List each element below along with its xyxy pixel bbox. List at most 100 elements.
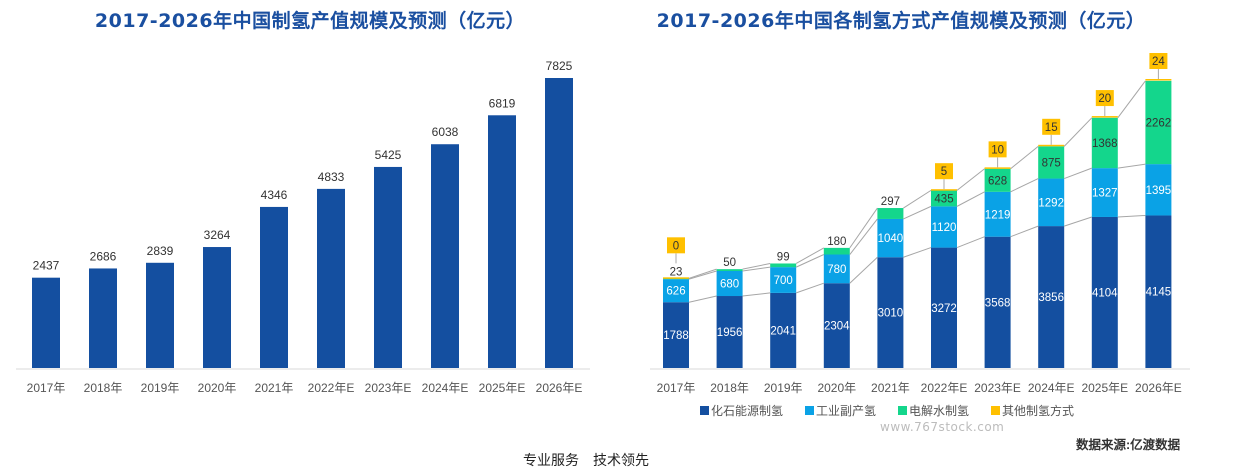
series-line-0-5 [956,236,985,249]
stack-2-bar-1 [716,269,743,271]
x-tick-left-2: 2019年 [141,381,180,395]
stack-2-label-7: 875 [1042,157,1061,169]
series-line-0-0 [688,295,717,303]
x-tick-left-5: 2022年E [308,381,355,395]
stack-2-bar-7 [1038,146,1065,179]
legend-item-electrolysis: 电解水制氢 [898,402,969,419]
stack-0-label-7: 3856 [1038,292,1064,304]
stack-2-label-4: 297 [881,196,900,208]
x-tick-right-7: 2024年E [1028,381,1075,395]
data-label-left-9: 7825 [546,59,573,73]
stack-2-label-3: 180 [827,236,846,248]
stack-1-label-4: 1040 [878,233,904,245]
bar-left-1 [89,268,117,368]
stack-2-label-1: 50 [723,257,736,269]
stack-1-bar-9 [1145,164,1172,216]
stack-3-bar-7 [1038,144,1065,147]
stack-2-label-2: 99 [777,251,790,263]
stack-1-bar-4 [877,218,904,258]
footer-slogan: 专业服务 技术领先 [523,452,649,468]
stack-3-label-box-0 [667,237,685,254]
series-line-0-7 [1064,216,1092,227]
stack-0-label-9: 4145 [1146,287,1172,299]
stack-1-bar-7 [1038,178,1065,227]
chart-title-left: 2017-2026年中国制氢产值规模及预测（亿元） [94,10,526,32]
stack-0-label-4: 3010 [878,308,904,320]
series-line-1-6 [1010,178,1039,193]
stack-3-label-8: 20 [1098,93,1111,105]
bar-left-2 [146,262,174,368]
series-line-2-1 [742,262,771,270]
bar-left-6 [374,166,402,368]
data-label-left-2: 2839 [147,244,174,258]
data-label-left-3: 3264 [204,228,231,242]
series-line-2-4 [903,189,932,209]
stack-2-label-0: 23 [670,266,683,278]
x-tick-right-4: 2021年 [871,381,910,395]
x-tick-left-0: 2017年 [27,381,66,395]
stack-1-bar-1 [716,270,743,297]
x-tick-right-0: 2017年 [657,381,696,395]
data-label-left-0: 2437 [33,259,60,273]
legend-item-other: 其他制氢方式 [991,402,1074,419]
stack-3-label-9: 24 [1152,56,1165,68]
stack-0-label-2: 2041 [770,325,796,337]
series-line-1-4 [903,205,932,220]
stack-3-bar-6 [984,167,1011,169]
x-tick-left-8: 2025年E [479,381,526,395]
x-tick-right-6: 2023年E [974,381,1021,395]
stack-0-bar-4 [877,257,904,368]
legend-swatch-electrolysis [898,406,908,415]
series-line-2-2 [795,247,825,264]
watermark: www.767stock.com [880,420,1005,434]
series-line-1-8 [1117,163,1146,169]
stack-3-bar-5 [931,189,957,191]
stack-0-label-1: 1956 [717,327,743,339]
legend-item-fossil: 化石能源制氢 [700,402,783,419]
x-tick-right-1: 2018年 [710,381,749,395]
series-line-2-0 [688,268,717,279]
stack-0-bar-0 [663,302,689,368]
series-line-2-6 [1010,145,1039,170]
series-line-1-0 [688,270,717,280]
legend-label-electrolysis: 电解水制氢 [909,404,970,418]
legend-label-fossil: 化石能源制氢 [711,404,784,418]
data-label-left-7: 6038 [432,125,459,139]
stack-1-bar-3 [823,254,850,284]
stack-1-label-7: 1292 [1038,197,1064,209]
stack-1-bar-0 [663,279,689,303]
stack-0-bar-1 [716,296,743,368]
stack-2-bar-5 [931,190,957,207]
stack-0-label-8: 4104 [1092,287,1118,299]
stack-0-label-3: 2304 [824,321,850,333]
series-line-0-2 [796,282,824,294]
x-tick-right-8: 2025年E [1081,381,1128,395]
series-line-1-5 [956,191,985,207]
stack-3-label-6: 10 [991,144,1004,156]
stack-0-bar-7 [1038,226,1065,368]
stack-3-label-box-7 [1042,118,1061,135]
legend-item-industrial: 工业副产氢 [805,402,876,419]
stack-2-bar-4 [877,208,904,219]
x-tick-right-9: 2026年E [1135,381,1182,395]
stack-0-label-0: 1788 [663,330,689,342]
stack-1-label-6: 1219 [985,209,1011,221]
series-line-1-2 [795,254,825,268]
stack-1-label-1: 680 [720,279,739,291]
series-line-0-1 [742,292,771,297]
data-label-left-1: 2686 [90,249,117,263]
x-tick-left-3: 2020年 [198,381,237,395]
stack-3-label-7: 15 [1045,122,1058,134]
series-line-1-7 [1064,167,1092,180]
x-tick-left-4: 2021年 [255,381,294,395]
stack-0-bar-5 [931,247,957,368]
stack-3-label-box-8 [1095,90,1114,107]
stack-3-label-box-6 [988,141,1007,158]
bar-left-8 [488,115,516,368]
legend: 化石能源制氢 工业副产氢 电解水制氢 其他制氢方式 [700,402,1074,419]
x-tick-right-5: 2022年E [921,381,968,395]
legend-swatch-fossil [700,406,709,415]
x-tick-left-6: 2023年E [365,381,412,395]
stack-1-bar-6 [984,191,1011,237]
